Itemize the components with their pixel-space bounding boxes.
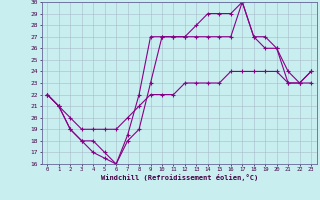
X-axis label: Windchill (Refroidissement éolien,°C): Windchill (Refroidissement éolien,°C) [100,174,258,181]
